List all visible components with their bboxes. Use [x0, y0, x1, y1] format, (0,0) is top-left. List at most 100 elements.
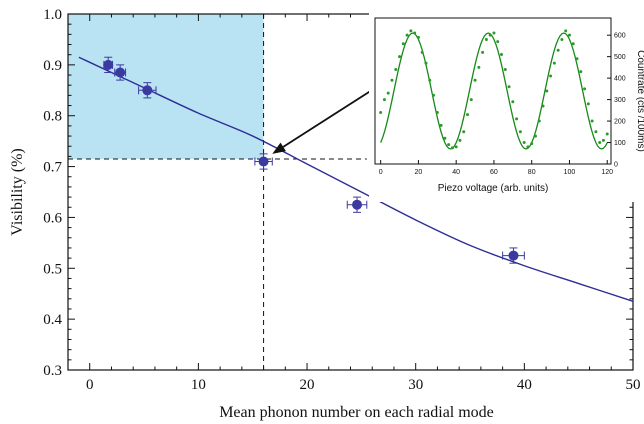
inset-y-tick-label: 600	[614, 33, 626, 40]
inset-data-point	[567, 33, 571, 37]
point-marker	[115, 67, 126, 78]
arrow-head	[272, 142, 286, 154]
inset-x-axis-label: Piezo voltage (arb. units)	[438, 183, 549, 194]
inset-data-point	[518, 130, 522, 134]
inset-data-point	[428, 78, 432, 82]
inset-data-point	[530, 142, 534, 146]
inset-data-point	[477, 65, 481, 69]
inset-data-point	[537, 119, 541, 123]
inset-y-tick-label: 500	[614, 54, 626, 61]
inset-x-tick-label: 80	[528, 169, 536, 176]
inset-x-tick-label: 60	[490, 169, 498, 176]
inset-y-tick-label: 300	[614, 97, 626, 104]
inset-data-point	[503, 68, 507, 72]
y-tick-label: 0.4	[43, 312, 62, 328]
inset-data-point	[379, 110, 383, 114]
data-point	[254, 153, 273, 170]
inset-data-point	[590, 119, 594, 123]
data-point	[138, 82, 157, 99]
inset-data-point	[583, 87, 587, 91]
inset-data-point	[601, 138, 605, 142]
x-tick-label: 40	[517, 377, 532, 393]
highlight-region	[68, 14, 264, 159]
x-tick-label: 50	[626, 377, 641, 393]
data-points	[103, 56, 525, 264]
inset-data-point	[420, 50, 424, 54]
inset-data-point	[507, 85, 511, 89]
inset-data-point	[556, 48, 560, 52]
inset-data-point	[575, 57, 579, 61]
x-tick-label: 20	[300, 377, 315, 393]
y-tick-label: 0.9	[43, 58, 62, 74]
inset-frame	[374, 17, 612, 165]
x-axis-label: Mean phonon number on each radial mode	[219, 404, 494, 421]
inset-data-point	[598, 141, 602, 145]
inset-x-tick-label: 100	[564, 169, 576, 176]
inset-x-tick-label: 0	[379, 169, 383, 176]
inset-data-point	[469, 98, 473, 102]
point-marker	[508, 250, 519, 261]
data-point	[103, 56, 114, 73]
inset-data-point	[533, 134, 537, 138]
inset-data-point	[560, 37, 564, 41]
inset-data-point	[458, 138, 462, 142]
inset-data-point	[484, 37, 488, 41]
inset-data-point	[398, 55, 402, 59]
inset-data-point	[552, 61, 556, 65]
inset-data-point	[454, 145, 458, 149]
inset-data-point	[579, 70, 583, 74]
inset-data-point	[416, 35, 420, 39]
inset-data-point	[545, 89, 549, 93]
inset-data-point	[481, 50, 485, 54]
inset-data-point	[432, 93, 436, 97]
inset-x-tick-label: 120	[601, 169, 613, 176]
x-tick-label: 10	[191, 377, 206, 393]
y-tick-label: 0.8	[43, 109, 62, 125]
inset-background	[369, 12, 639, 202]
inset-data-point	[435, 110, 439, 114]
inset-data-point	[526, 145, 530, 149]
inset-data-point	[413, 31, 417, 35]
inset-y-axis-label: Countrate (cts /100ms)	[635, 50, 644, 152]
y-axis-label: Visibility (%)	[9, 148, 26, 235]
inset-data-point	[541, 104, 545, 108]
inset-data-point	[511, 100, 515, 104]
inset-data-point	[424, 61, 428, 65]
inset-data-point	[499, 53, 503, 56]
inset-data-point	[571, 42, 575, 46]
inset-y-tick-label: 0	[614, 162, 618, 169]
data-point	[114, 64, 127, 81]
inset-data-points	[379, 29, 609, 150]
point-marker	[258, 156, 269, 167]
point-marker	[142, 85, 153, 96]
inset-x-tick-label: 40	[452, 169, 460, 176]
inset-data-point	[447, 143, 451, 147]
data-point	[502, 247, 525, 264]
inset-data-point	[401, 42, 405, 46]
x-tick-label: 0	[86, 377, 94, 393]
inset-data-point	[450, 146, 454, 150]
inset-data-point	[496, 40, 500, 44]
inset-y-tick-label: 100	[614, 140, 626, 147]
inset-data-point	[605, 132, 609, 136]
inset-y-tick-label: 200	[614, 119, 626, 126]
inset-data-point	[466, 113, 470, 117]
inset-data-point	[488, 33, 492, 37]
inset-data-point	[405, 33, 409, 37]
inset-data-point	[409, 29, 413, 33]
inset-data-point	[394, 68, 398, 72]
inset-data-point	[382, 98, 386, 102]
inset-data-point	[515, 117, 519, 121]
inset-data-point	[549, 74, 553, 78]
inset-data-point	[594, 130, 598, 134]
inset-data-point	[564, 29, 568, 33]
inset-data-point	[492, 31, 496, 35]
data-point	[346, 196, 368, 213]
x-tick-label: 30	[408, 377, 423, 393]
inset-data-point	[586, 102, 590, 106]
point-marker	[352, 199, 363, 210]
inset-data-point	[522, 141, 526, 145]
